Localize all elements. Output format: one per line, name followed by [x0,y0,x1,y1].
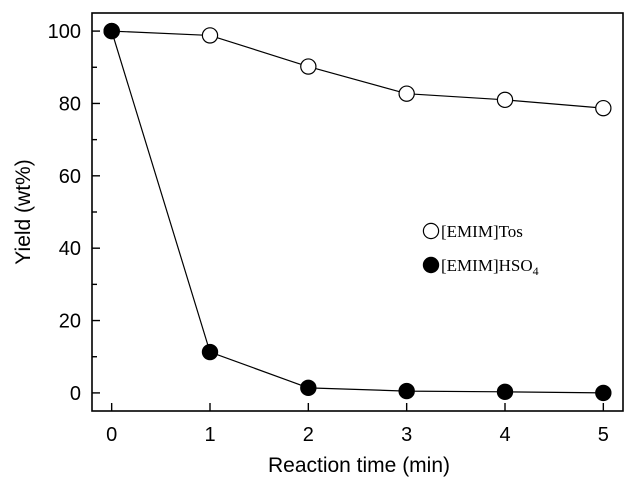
y-tick-label: 60 [59,166,81,188]
data-point [103,22,120,40]
legend-label: [EMIM]HSO4 [441,256,539,278]
data-point [595,384,612,402]
x-tick-label: 3 [401,424,412,446]
y-tick-label: 20 [59,311,81,333]
data-point [201,27,219,44]
y-tick-label: 40 [59,238,81,260]
data-point [201,343,219,361]
series-line [111,30,604,394]
legend: [EMIM]Tos [EMIM]HSO4 [422,222,539,278]
series-1 [103,22,612,117]
data-point [496,91,514,109]
y-tick-label: 80 [59,93,81,115]
series-2 [103,22,612,402]
data-point [300,379,317,397]
data-point [398,85,415,102]
x-tick-label: 0 [106,424,117,446]
y-tick-label: 100 [48,21,81,43]
x-tick-label: 5 [598,424,609,446]
x-axis-title: Reaction time (min) [268,454,450,477]
legend-marker [422,256,440,274]
data-point [398,382,415,400]
x-tick-label: 1 [204,424,215,446]
legend-marker [422,222,440,240]
data-point [496,383,514,401]
series-line [111,30,604,109]
y-axis-title: Yield (wt%) [12,159,35,264]
data-point [595,99,612,117]
plot-frame [91,12,624,412]
y-tick-label: 0 [70,383,81,405]
legend-label: [EMIM]Tos [441,222,523,241]
data-point [300,58,317,75]
x-tick-label: 4 [499,424,510,446]
series-layer [103,22,612,402]
y-axis-ticks: 0 20 40 60 80 100 [48,21,100,405]
x-axis-ticks: 0 1 2 3 4 5 [106,403,609,446]
x-tick-label: 2 [303,424,314,446]
